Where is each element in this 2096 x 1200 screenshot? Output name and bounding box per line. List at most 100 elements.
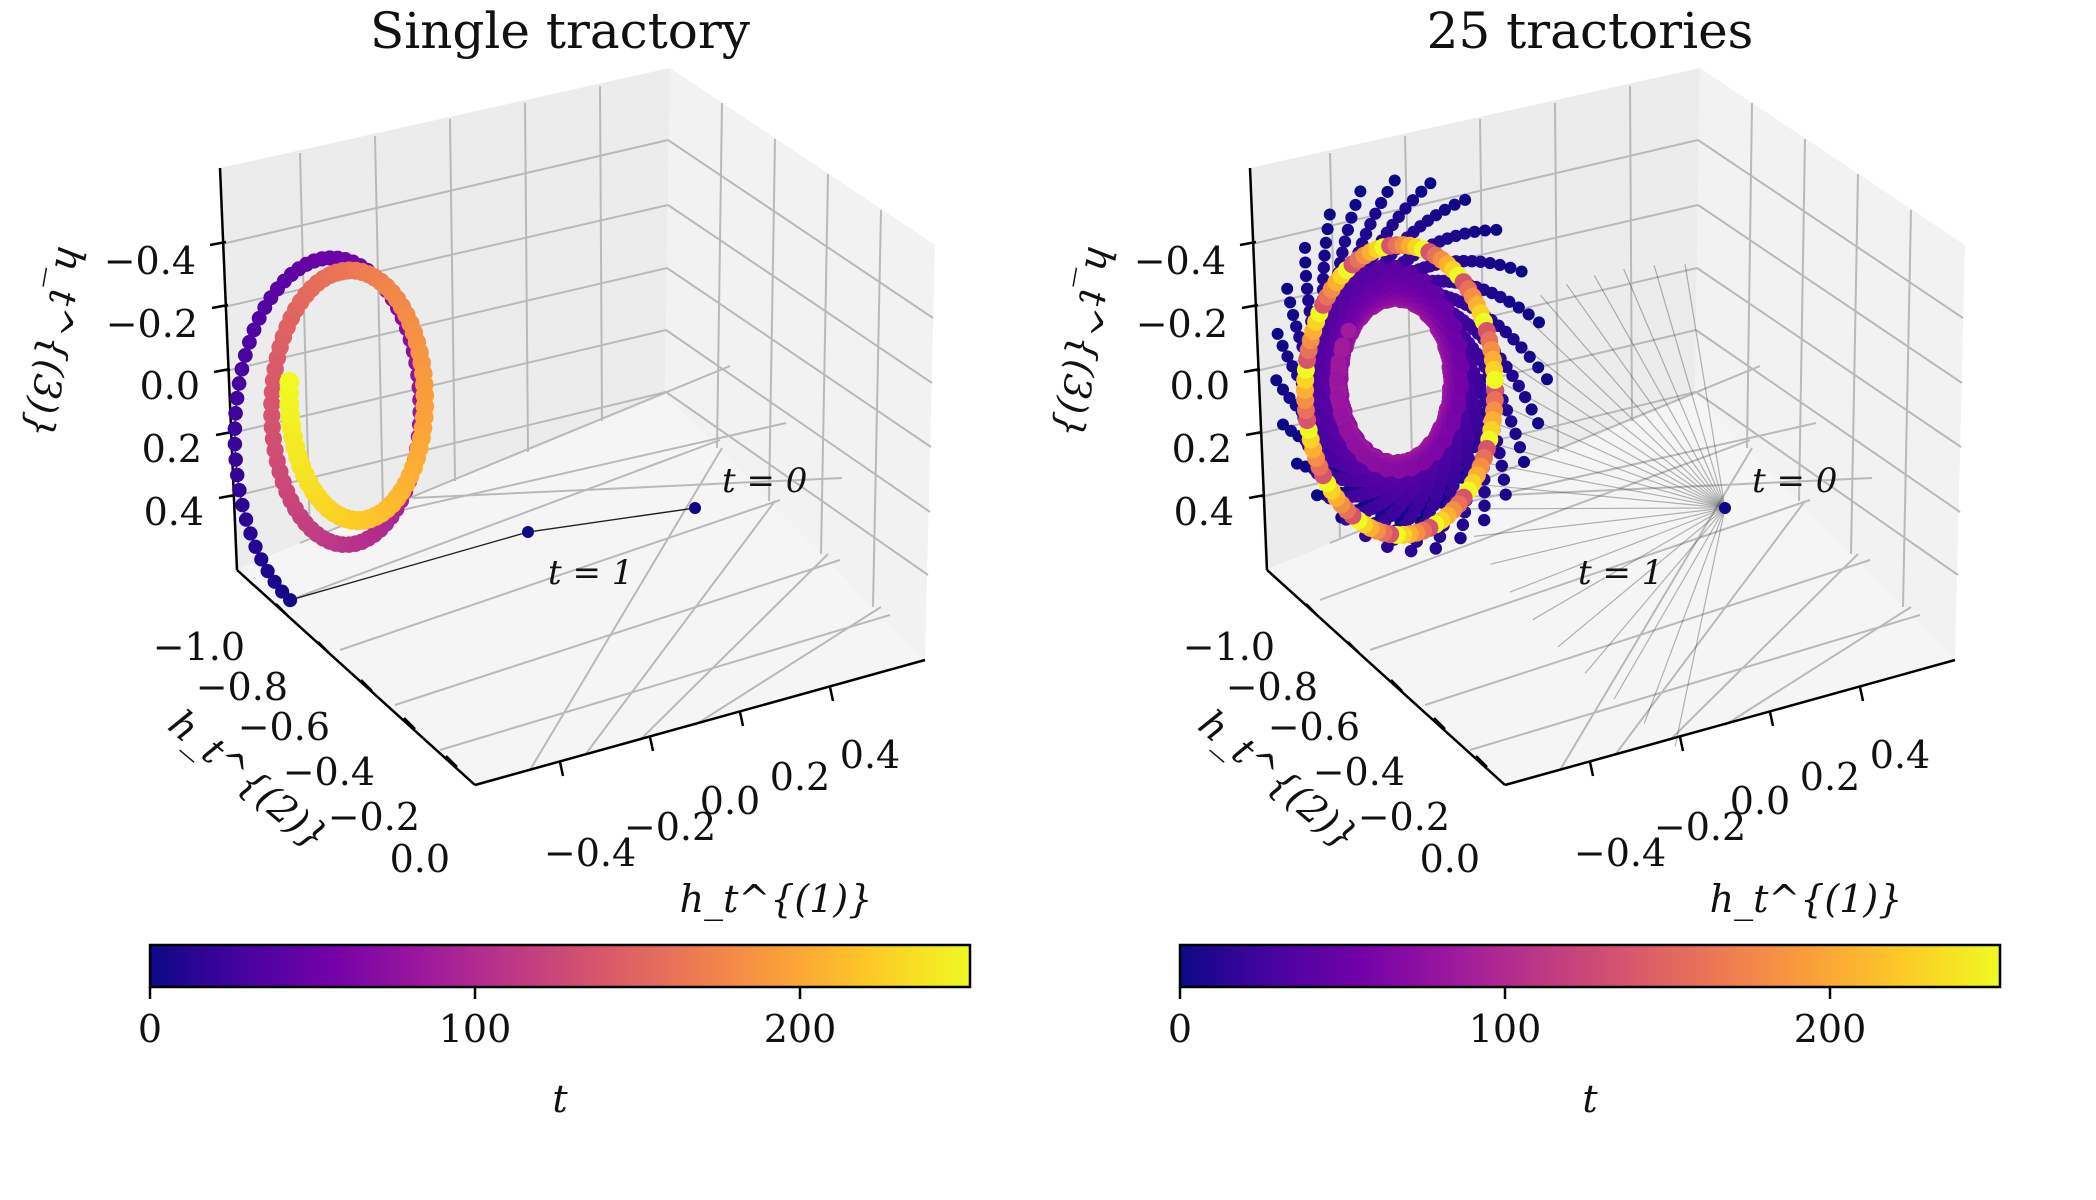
trajectory-spoke xyxy=(1684,263,1726,509)
trajectory-point xyxy=(1392,210,1405,223)
trajectory-spoke xyxy=(1557,507,1726,648)
trajectory-point xyxy=(231,376,247,391)
annotation-t0: t = 0 xyxy=(1752,461,1837,501)
trajectory-point xyxy=(1454,380,1470,395)
trajectory-point xyxy=(1283,391,1296,404)
trajectory-point xyxy=(1276,339,1289,352)
trajectory-point xyxy=(227,436,243,452)
x-tick-label: −0.4 xyxy=(544,831,636,875)
trajectory-point xyxy=(1429,209,1443,222)
x-tick-label: 0.4 xyxy=(1870,733,1930,777)
trajectory-point xyxy=(1403,264,1418,279)
colorbar-frame xyxy=(1178,943,2002,989)
trajectory-point xyxy=(1332,406,1349,422)
x-axis-label: h_t^{(1)} xyxy=(1710,877,1903,922)
trajectory-spoke xyxy=(1653,265,1726,509)
trajectory-point xyxy=(1381,185,1394,198)
trajectory-spoke xyxy=(1509,507,1726,593)
grid-back-pane xyxy=(665,102,934,608)
trajectory-multi xyxy=(1270,174,1731,748)
trajectory-point xyxy=(1318,249,1331,262)
trajectory-spoke xyxy=(1490,507,1726,565)
trajectory-point xyxy=(1375,196,1388,210)
trajectory-point xyxy=(1299,256,1312,269)
trajectory-point xyxy=(1415,185,1428,198)
trajectory-point xyxy=(1299,241,1311,254)
trajectory-point xyxy=(1503,295,1516,308)
trajectory-point xyxy=(1321,223,1334,236)
colorbar-gradient xyxy=(150,945,970,987)
back-pane xyxy=(1695,68,1965,660)
panel-title: 25 tractories xyxy=(1427,2,1754,60)
colorbar-gradient xyxy=(1180,945,2000,987)
trajectory-point xyxy=(1509,427,1522,440)
y-tick-label: −0.8 xyxy=(196,665,288,709)
x-tick-label: 0.2 xyxy=(770,755,830,799)
z-tick-label: −0.4 xyxy=(104,239,196,283)
panel-multi: 25 tractories xyxy=(1045,2,2002,1121)
trajectory-point xyxy=(1277,418,1289,431)
trajectory-point xyxy=(1468,225,1481,238)
y-tick-label: −1.0 xyxy=(153,625,245,669)
trajectory-point xyxy=(1483,256,1497,270)
trajectory-point xyxy=(1495,459,1509,473)
trajectory-point xyxy=(1533,316,1545,329)
trajectory-point xyxy=(1500,360,1513,374)
trajectory-point xyxy=(1474,255,1487,268)
x-tick-label: 0.0 xyxy=(700,779,760,823)
trajectory-point xyxy=(238,512,254,527)
trajectory-spoke xyxy=(1593,275,1726,509)
trajectory-point xyxy=(234,361,250,377)
x-tick-label: 0.4 xyxy=(840,733,900,777)
trajectory-point xyxy=(1284,296,1297,309)
trajectory-spoke xyxy=(1464,361,1726,509)
z-tick-label: 0.2 xyxy=(142,427,202,471)
trajectory-spoke xyxy=(1643,507,1726,724)
trajectory-point xyxy=(1448,319,1463,334)
trajectory-single xyxy=(227,250,701,608)
trajectory-point xyxy=(1499,488,1512,501)
trajectory-point xyxy=(1455,359,1470,375)
trajectory-point xyxy=(1461,442,1475,457)
trajectory-point xyxy=(1349,198,1362,211)
trajectory-point xyxy=(1453,339,1468,354)
trajectory-point xyxy=(1515,341,1528,354)
trajectory-point xyxy=(1462,452,1475,465)
y-tick-label: 0.0 xyxy=(390,837,450,881)
trajectory-point xyxy=(227,421,243,436)
trajectory-spoke xyxy=(1460,507,1726,510)
trajectory-point xyxy=(1323,208,1336,221)
trajectory-point xyxy=(1493,258,1506,272)
trajectory-spoke xyxy=(1613,507,1726,700)
trajectory-point xyxy=(1286,360,1299,373)
trajectory-point xyxy=(1512,301,1525,314)
trajectory-point xyxy=(1513,441,1527,454)
z-tick-label: 0.0 xyxy=(1170,364,1230,408)
z-axis-label: h_t^{(3)} xyxy=(1045,243,1123,441)
trajectory-spoke xyxy=(1674,507,1726,748)
trajectory-point xyxy=(1338,422,1354,438)
trajectory-point xyxy=(228,406,243,421)
trajectory-point xyxy=(1497,473,1511,486)
trajectory-point xyxy=(1493,446,1506,460)
trajectory-point xyxy=(1433,530,1447,543)
trajectory-point xyxy=(232,482,247,498)
z-ticks: −0.4 −0.2 0.0 0.2 0.4 xyxy=(1134,239,1266,534)
trajectory-point xyxy=(1430,285,1445,300)
z-tick-label: −0.4 xyxy=(1134,239,1226,283)
trajectory-point xyxy=(1270,374,1283,387)
z-axis-label: h_t^{(3)} xyxy=(15,243,93,441)
trajectory-point xyxy=(1454,531,1467,545)
trajectory-point xyxy=(1287,308,1300,321)
trajectory-point xyxy=(522,526,534,538)
start-point xyxy=(1719,502,1731,514)
trajectory-spoke xyxy=(1540,295,1726,509)
trajectory-point xyxy=(1300,282,1314,295)
y-tick-label: −0.4 xyxy=(1313,750,1405,794)
trajectory-point xyxy=(1429,542,1443,555)
x-tick-label: −0.2 xyxy=(624,805,716,849)
trajectory-point xyxy=(1354,185,1367,198)
z-tick-label: 0.4 xyxy=(144,490,204,534)
trajectory-point xyxy=(1479,224,1492,237)
